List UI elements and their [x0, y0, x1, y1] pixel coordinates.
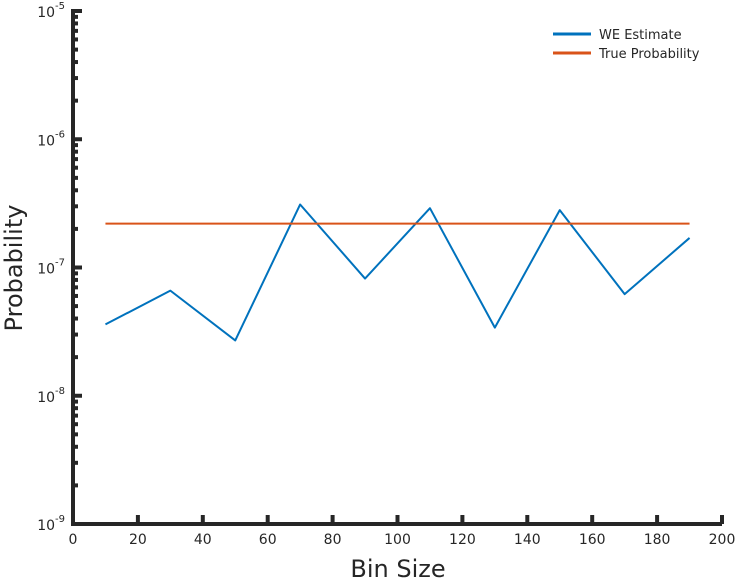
legend-label-we-estimate: WE Estimate — [599, 28, 682, 43]
x-tick-label: 140 — [514, 532, 541, 548]
x-tick-label: 200 — [709, 532, 736, 548]
x-tick-label: 60 — [259, 532, 277, 548]
series-layer — [104, 203, 691, 342]
y-tick-label: 10-9 — [37, 514, 65, 534]
axes: 0 20 40 60 80 100 120 140 160 180 200 10-9 10-8 10-7 1… — [37, 1, 735, 548]
x-axis-title: Bin Size — [350, 555, 445, 581]
y-tick-label: 10-8 — [37, 386, 65, 406]
series-line-we-estimate — [104, 203, 691, 342]
x-tick-label: 20 — [129, 532, 147, 548]
x-tick-label: 180 — [644, 532, 671, 548]
y-axis-title: Probability — [0, 205, 28, 332]
y-tick-label: 10-7 — [37, 258, 65, 278]
legend-label-true-probability: True Probability — [598, 47, 700, 62]
x-tick-label: 40 — [194, 532, 212, 548]
y-tick-label: 10-5 — [37, 1, 65, 21]
x-tick-label: 160 — [579, 532, 606, 548]
x-tick-label: 100 — [384, 532, 411, 548]
x-tick-label: 120 — [449, 532, 476, 548]
x-tick-label: 0 — [69, 532, 78, 548]
legend: WE Estimate True Probability — [553, 28, 700, 62]
x-tick-label: 80 — [324, 532, 342, 548]
y-tick-label: 10-6 — [37, 129, 65, 149]
